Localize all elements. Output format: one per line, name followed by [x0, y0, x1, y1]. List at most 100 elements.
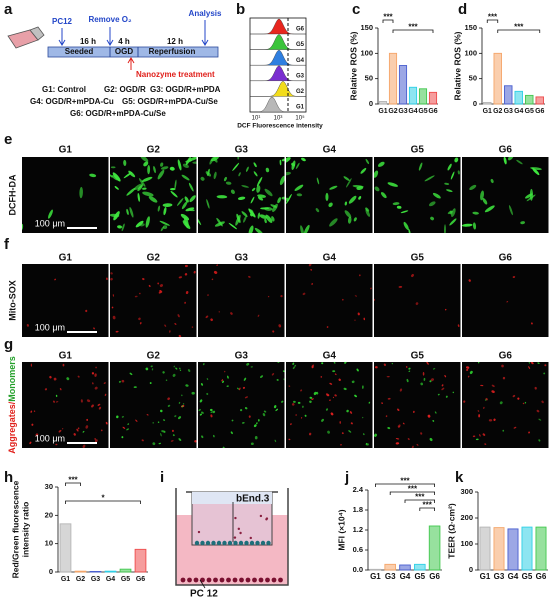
- cell: [469, 370, 473, 375]
- cell: [55, 394, 58, 398]
- cell: [222, 446, 225, 448]
- cell: [339, 421, 341, 424]
- cell: [97, 403, 101, 406]
- cell: [366, 442, 368, 446]
- cell: [212, 410, 216, 414]
- cell: [531, 322, 533, 325]
- transwell-diagram: bEnd.3 PC 12: [175, 488, 289, 600]
- x-tick-label: G1: [480, 572, 491, 581]
- cell: [121, 436, 124, 439]
- cell: [320, 376, 323, 378]
- cell: [164, 324, 167, 327]
- cell: [169, 187, 176, 191]
- label: Reperfusion: [149, 47, 196, 56]
- cell: [330, 412, 334, 416]
- cell: [265, 167, 270, 173]
- cell: [348, 195, 357, 204]
- cell: [185, 157, 191, 166]
- x-tick-label: G1: [370, 572, 381, 581]
- bar: [398, 65, 408, 105]
- cell: [311, 283, 313, 285]
- cell: [426, 362, 429, 365]
- group-label: G5: [296, 42, 305, 48]
- cell: [528, 366, 531, 370]
- cell: [207, 294, 209, 296]
- cell: [441, 387, 445, 391]
- cell: [185, 291, 189, 295]
- cell: [169, 330, 171, 333]
- y-tick-label: 0.6: [353, 545, 363, 554]
- bar: [507, 528, 519, 571]
- cell: [175, 367, 178, 370]
- cell: [484, 443, 487, 445]
- cell: [160, 166, 169, 170]
- cell: [231, 419, 234, 422]
- cell: [328, 202, 333, 208]
- cell: [465, 366, 470, 369]
- cell: [139, 292, 141, 295]
- histogram: [250, 34, 306, 50]
- significance-label: ***: [68, 476, 78, 485]
- cell: [397, 408, 400, 411]
- cell: [216, 264, 219, 266]
- cell: [157, 421, 160, 423]
- significance-label: ***: [408, 485, 418, 494]
- cell: [267, 295, 270, 298]
- cell: [257, 212, 261, 219]
- arrow: [106, 27, 114, 46]
- schematic-a: PC12 Remove O₂ Analysis 16 h 4 h 12 h Se…: [7, 9, 222, 118]
- cell: [141, 439, 144, 442]
- y-tick-label: 150: [360, 23, 373, 32]
- bar: [493, 52, 502, 105]
- cell: [508, 157, 514, 161]
- cell: [286, 197, 289, 202]
- cell: [281, 400, 284, 403]
- cell: [325, 192, 329, 201]
- cell: [362, 385, 364, 389]
- cell: [30, 410, 33, 413]
- cell: [248, 275, 251, 278]
- cell: [185, 207, 195, 212]
- cells: [22, 173, 97, 231]
- bar: [493, 527, 505, 571]
- bar: [104, 570, 117, 573]
- cells: [288, 362, 371, 446]
- cell: [93, 327, 96, 330]
- cell: [308, 264, 312, 267]
- cell: [452, 391, 455, 394]
- cell: [225, 181, 232, 185]
- cell: [226, 385, 229, 388]
- label: PC 12: [190, 589, 218, 600]
- bar: [369, 568, 382, 571]
- column-label: G2: [147, 253, 161, 264]
- cell: [181, 394, 183, 397]
- cell: [264, 218, 267, 224]
- cell: [157, 169, 165, 180]
- cell: [189, 195, 196, 203]
- bar: [74, 570, 87, 573]
- axis: [481, 28, 545, 105]
- cell: [416, 443, 419, 446]
- y-tick-label: 50: [469, 74, 477, 83]
- x-tick-label: G6: [536, 572, 547, 581]
- cell: [501, 364, 504, 368]
- y-tick-label: 0: [469, 565, 473, 574]
- cell: [482, 433, 486, 436]
- cell: [66, 377, 70, 381]
- cell: [289, 423, 292, 426]
- bar: [428, 91, 438, 105]
- group: G5: OGD/R+mPDA-Cu/Se: [122, 97, 218, 106]
- cell: [477, 362, 480, 364]
- cell: [341, 432, 344, 435]
- panel-label: i: [160, 469, 164, 486]
- cell: [526, 194, 536, 202]
- cell: [230, 431, 233, 435]
- cell: [479, 434, 481, 437]
- cell: [420, 432, 423, 435]
- cell: [444, 308, 447, 311]
- cell: [258, 419, 260, 422]
- cell: [173, 365, 175, 368]
- cell: [245, 166, 249, 172]
- column-label: G1: [59, 145, 73, 156]
